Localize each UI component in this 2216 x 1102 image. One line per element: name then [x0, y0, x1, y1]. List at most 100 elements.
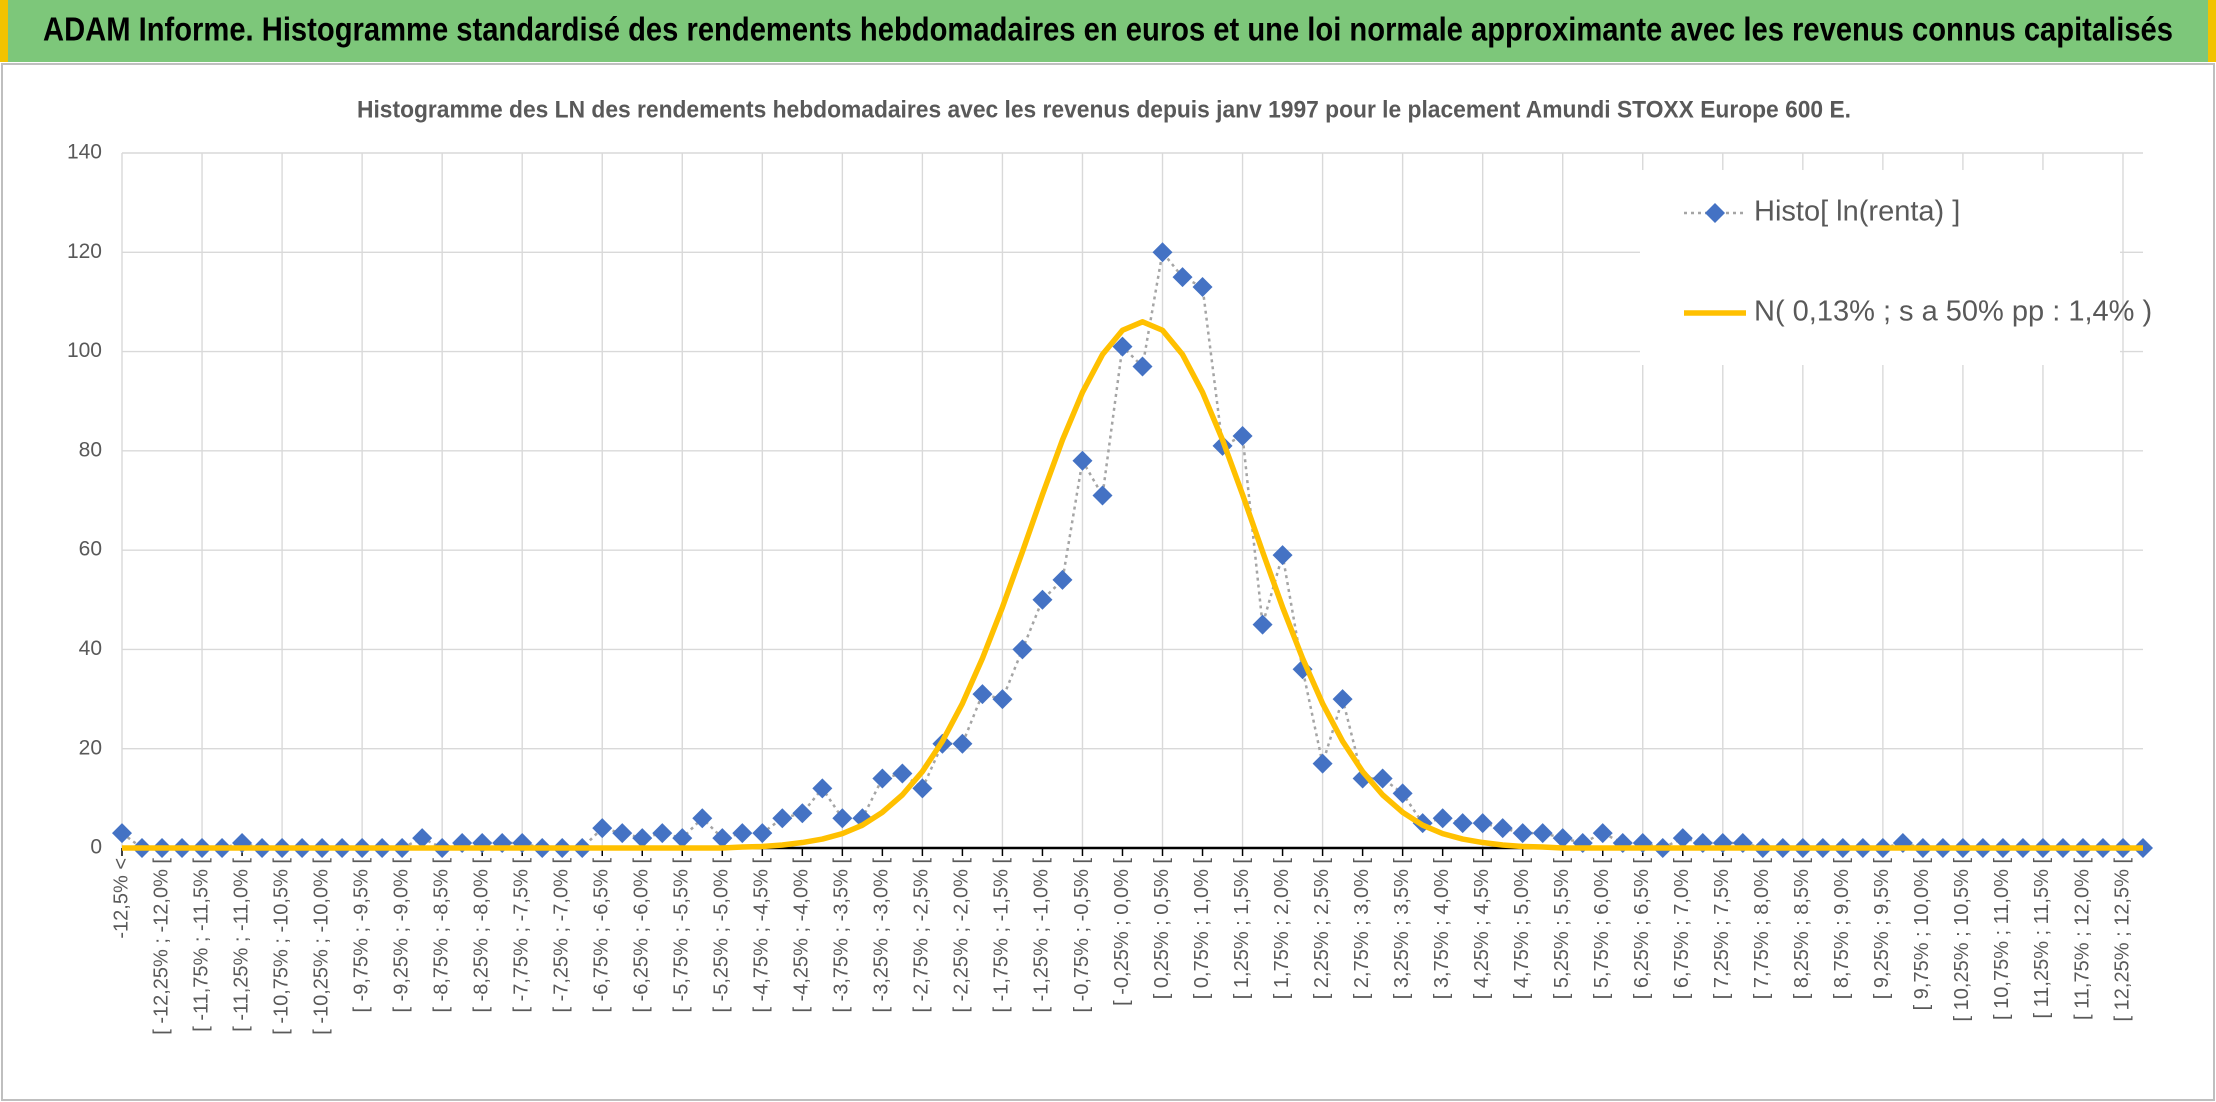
data-point [812, 778, 833, 799]
x-tick-label: [ -3,25% ; -3,0% [ [871, 858, 893, 1013]
x-tick-label: [ -9,75% ; -9,5% [ [350, 858, 372, 1013]
data-point [1552, 828, 1573, 849]
x-tick-label: [ 8,75% ; 9,0% [ [1831, 858, 1853, 1000]
data-point [1672, 828, 1693, 849]
data-point [1492, 818, 1513, 839]
x-tick-label: [ 9,75% ; 10,0% [ [1911, 858, 1933, 1011]
x-tick-label: [ 2,25% ; 2,5% [ [1311, 858, 1333, 1000]
x-tick-label: [ -0,25% ; 0,0% [ [1111, 858, 1133, 1006]
x-tick-label: [ -5,25% ; -5,0% [ [711, 858, 733, 1013]
x-tick-label: [ 2,75% ; 3,0% [ [1351, 858, 1373, 1000]
data-point [112, 823, 132, 844]
legend-label: N( 0,13% ; s a 50% pp : 1,4% ) [1754, 296, 2152, 328]
data-point [672, 828, 693, 849]
x-tick-label: [ -2,25% ; -2,0% [ [951, 858, 973, 1013]
x-tick-label: [ 1,75% ; 2,0% [ [1271, 858, 1293, 1000]
data-point [652, 823, 673, 844]
data-point [1132, 356, 1153, 377]
x-tick-label: [ -1,25% ; -1,0% [ [1031, 858, 1053, 1013]
y-tick-label: 100 [67, 339, 102, 362]
data-point [1012, 639, 1033, 660]
x-tick-label: [ 11,25% ; 11,5% [ [2031, 858, 2053, 1019]
data-point [1332, 689, 1353, 710]
y-tick-label: 40 [79, 637, 102, 660]
header-title: ADAM Informe. Histogramme standardisé de… [43, 11, 2173, 48]
data-point [1052, 569, 1073, 590]
x-tick-label: [ 3,75% ; 4,0% [ [1431, 858, 1453, 1000]
x-tick-label: [ 4,75% ; 5,0% [ [1511, 858, 1533, 1000]
y-tick-label: 120 [67, 240, 102, 263]
data-point [1032, 589, 1053, 610]
data-point [1512, 823, 1533, 844]
x-tick-label: [ 12,25% ; 12,5% [ [2111, 858, 2133, 1022]
x-tick-label: [ -11,75% ; -11,5% [ [190, 858, 212, 1032]
data-point [1532, 823, 1553, 844]
legend-marker [1705, 203, 1725, 223]
data-point [1232, 425, 1253, 446]
data-point [1152, 242, 1173, 263]
data-point [712, 828, 733, 849]
x-tick-label: [ -4,75% ; -4,5% [ [751, 858, 773, 1013]
data-point [952, 733, 973, 754]
x-tick-label: [ 0,25% ; 0,5% [ [1151, 858, 1173, 1000]
y-tick-label: 80 [79, 438, 102, 461]
data-point [912, 778, 933, 799]
x-tick-label: [ 10,25% ; 10,5% [ [1951, 858, 1973, 1022]
x-tick-label: [ 3,25% ; 3,5% [ [1391, 858, 1413, 1000]
data-point [972, 684, 993, 705]
data-point [772, 808, 793, 829]
x-tick-label: [ -5,75% ; -5,5% [ [671, 858, 693, 1013]
x-tick-label: [ -1,75% ; -1,5% [ [991, 858, 1013, 1013]
x-tick-label: [ -12,25% ; -12,0% [ [150, 858, 172, 1035]
series-line [122, 319, 2143, 851]
x-tick-label: [ 1,25% ; 1,5% [ [1231, 858, 1253, 1000]
data-point [1392, 783, 1413, 804]
x-tick-label: [ 0,75% ; 1,0% [ [1191, 858, 1213, 1000]
data-point [412, 828, 433, 849]
x-tick-label: [ -7,75% ; -7,5% [ [510, 858, 532, 1013]
y-tick-label: 20 [79, 736, 102, 759]
data-point [732, 823, 753, 844]
x-tick-label: [ 4,25% ; 4,5% [ [1471, 858, 1493, 1000]
x-tick-label: -12,5% < [110, 858, 132, 939]
x-tick-label: [ -3,75% ; -3,5% [ [831, 858, 853, 1013]
x-tick-label: [ -0,75% ; -0,5% [ [1071, 858, 1093, 1013]
data-point [892, 763, 913, 784]
legend-box [1640, 170, 2120, 365]
header-edge [0, 0, 8, 62]
data-point [1072, 450, 1093, 471]
data-point [1592, 823, 1613, 844]
x-tick-label: [ -8,75% ; -8,5% [ [430, 858, 452, 1013]
x-tick-label: [ 5,75% ; 6,0% [ [1591, 858, 1613, 1000]
data-point [1312, 753, 1333, 774]
chart-frame [1, 63, 2215, 1101]
x-tick-label: [ -11,25% ; -11,0% [ [230, 858, 252, 1032]
data-point [1112, 336, 1133, 357]
x-tick-label: [ -9,25% ; -9,0% [ [390, 858, 412, 1013]
data-point [612, 823, 633, 844]
data-point [1172, 267, 1193, 288]
x-tick-label: [ -7,25% ; -7,0% [ [550, 858, 572, 1013]
data-point [1372, 768, 1393, 789]
y-tick-label: 140 [67, 141, 102, 164]
data-point [592, 818, 613, 839]
x-tick-label: [ -2,75% ; -2,5% [ [911, 858, 933, 1013]
x-tick-label: [ 5,25% ; 5,5% [ [1551, 858, 1573, 1000]
x-tick-label: [ 6,75% ; 7,0% [ [1671, 858, 1693, 1000]
data-point [792, 803, 813, 824]
x-tick-label: [ -8,25% ; -8,0% [ [470, 858, 492, 1013]
x-tick-label: [ 7,75% ; 8,0% [ [1751, 858, 1773, 1000]
header-edge [2208, 0, 2216, 62]
x-tick-label: [ 7,25% ; 7,5% [ [1711, 858, 1733, 1000]
chart-title: Histogramme des LN des rendements hebdom… [357, 96, 1851, 123]
data-point [1192, 277, 1213, 298]
header-band [0, 0, 2216, 62]
data-point [832, 808, 853, 829]
x-tick-label: [ 11,75% ; 12,0% [ [2071, 858, 2093, 1020]
y-tick-label: 60 [79, 538, 102, 561]
data-point [1272, 545, 1293, 566]
x-tick-label: [ 9,25% ; 9,5% [ [1871, 858, 1893, 1000]
x-tick-label: [ -10,25% ; -10,0% [ [310, 858, 332, 1035]
data-point [1472, 813, 1493, 834]
